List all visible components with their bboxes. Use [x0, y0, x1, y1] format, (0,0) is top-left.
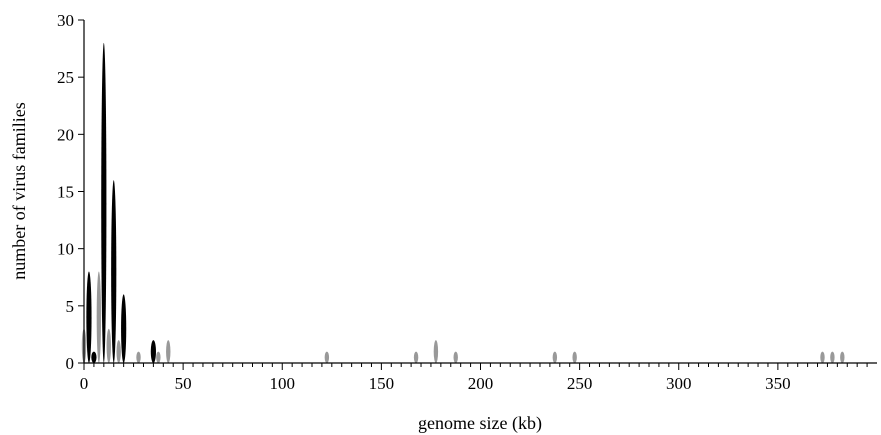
bar-black-5 — [150, 340, 156, 364]
bar-grey-11 — [552, 351, 558, 363]
y-axis-label: number of virus families — [9, 102, 29, 279]
bar-grey-3 — [116, 340, 121, 364]
y-tick-label: 15 — [57, 183, 74, 202]
bar-black-0 — [86, 271, 92, 363]
bar-grey-12 — [572, 351, 577, 363]
bar-grey-14 — [830, 351, 835, 363]
chart-axes — [78, 19, 877, 370]
x-tick-label: 350 — [765, 374, 791, 393]
bar-black-4 — [121, 294, 127, 364]
y-tick-label: 25 — [57, 68, 74, 87]
x-tick-label: 150 — [369, 374, 395, 393]
bar-grey-4 — [136, 351, 141, 363]
bar-grey-6 — [166, 340, 171, 364]
x-tick-label: 50 — [175, 374, 192, 393]
y-tick-label: 0 — [66, 354, 75, 373]
bar-grey-5 — [156, 351, 161, 363]
bar-grey-10 — [453, 351, 458, 363]
bar-grey-15 — [840, 351, 845, 363]
y-tick-label: 30 — [57, 11, 74, 30]
chart-labels: 0 50 100 150 200 250 300 350 0 5 10 15 20 25 30 — [57, 11, 791, 393]
bar-grey-1 — [96, 271, 102, 363]
y-tick-label: 10 — [57, 240, 74, 259]
x-tick-label: 200 — [468, 374, 494, 393]
x-tick-label: 250 — [567, 374, 593, 393]
chart-marks — [81, 42, 845, 364]
x-tick-label: 300 — [666, 374, 692, 393]
y-tick-label: 5 — [66, 297, 75, 316]
x-axis-label: genome size (kb) — [418, 413, 542, 434]
bar-black-1 — [91, 351, 97, 363]
x-tick-label: 100 — [270, 374, 296, 393]
bar-black-3 — [111, 180, 117, 363]
bar-grey-7 — [324, 351, 330, 363]
x-tick-label: 0 — [80, 374, 89, 393]
bar-grey-2 — [106, 328, 111, 363]
bar-black-2 — [101, 42, 107, 363]
bar-grey-8 — [413, 351, 419, 363]
bar-grey-9 — [433, 340, 439, 364]
y-tick-label: 20 — [57, 125, 74, 144]
bar-grey-13 — [820, 351, 825, 363]
